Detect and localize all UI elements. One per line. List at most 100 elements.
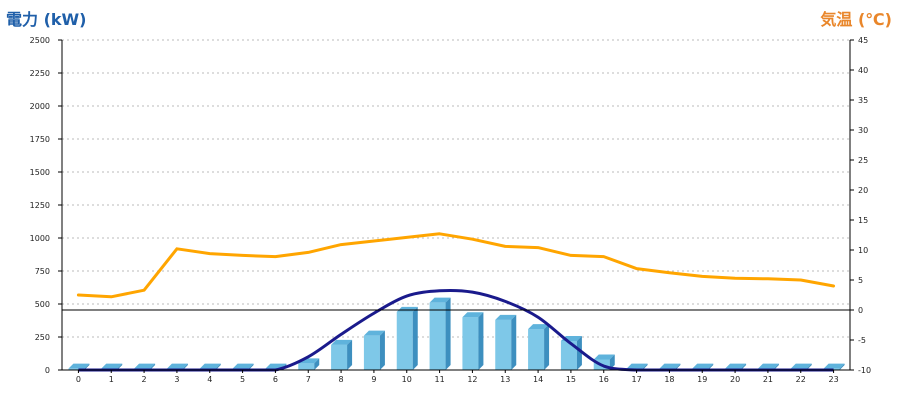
- x-tick-label: 20: [730, 375, 740, 384]
- bar-side: [445, 297, 451, 370]
- left-tick-label: 750: [35, 267, 50, 276]
- x-tick-label: 23: [828, 375, 838, 384]
- curve-line: [78, 288, 834, 372]
- bar-top: [692, 363, 714, 369]
- bar: [528, 324, 550, 370]
- bar-side: [84, 363, 90, 370]
- left-tick-label: 1500: [30, 168, 50, 177]
- bar: [331, 339, 353, 370]
- right-tick-label: -5: [858, 336, 866, 345]
- temperature-series: [76, 232, 836, 299]
- bar-side: [609, 354, 615, 370]
- x-tick-label: 3: [174, 375, 179, 384]
- left-tick-label: 500: [35, 300, 50, 309]
- bar-top: [101, 363, 123, 369]
- bar: [429, 297, 451, 370]
- x-tick-label: 6: [273, 375, 278, 384]
- bar: [462, 312, 484, 370]
- x-tick-label: 4: [207, 375, 212, 384]
- x-tick-label: 21: [763, 375, 773, 384]
- axes: [58, 39, 854, 373]
- x-tick-label: 12: [467, 375, 477, 384]
- bar-side: [642, 363, 648, 370]
- bar-top: [528, 324, 550, 330]
- bar-side: [806, 363, 812, 370]
- left-tick-label: 2250: [30, 69, 50, 78]
- bar-side: [182, 363, 188, 370]
- bar-series: [68, 297, 845, 370]
- bar: [363, 330, 385, 370]
- x-tick-label: 5: [240, 375, 245, 384]
- right-tick-label: 35: [858, 96, 868, 105]
- bar-front: [528, 329, 545, 370]
- right-tick-label: 25: [858, 156, 868, 165]
- bar-side: [544, 324, 550, 370]
- x-tick-label: 17: [631, 375, 641, 384]
- bar-top: [429, 297, 451, 303]
- bar-side: [773, 363, 779, 370]
- bar-side: [412, 306, 418, 370]
- bar-side: [347, 339, 353, 370]
- bar-front: [396, 311, 413, 370]
- right-tick-label: 45: [858, 36, 868, 45]
- x-tick-label: 18: [664, 375, 674, 384]
- bar-top: [134, 363, 156, 369]
- left-tick-label: 2500: [30, 36, 50, 45]
- right-tick-label: 15: [858, 216, 868, 225]
- left-axis-title: 電力 (kW): [6, 10, 87, 29]
- x-tick-label: 0: [76, 375, 81, 384]
- left-tick-label: 1750: [30, 135, 50, 144]
- left-tick-label: 1250: [30, 201, 50, 210]
- bar-top: [166, 363, 188, 369]
- bar-side: [117, 363, 123, 370]
- x-tick-label: 11: [434, 375, 444, 384]
- right-tick-label: 40: [858, 66, 868, 75]
- bar-side: [215, 363, 221, 370]
- bar-top: [823, 363, 845, 369]
- bar-side: [511, 314, 517, 370]
- bar-side: [675, 363, 681, 370]
- x-tick-label: 2: [142, 375, 147, 384]
- bar-side: [248, 363, 254, 370]
- bar-front: [298, 363, 315, 370]
- bar: [560, 335, 582, 370]
- bar-top: [725, 363, 747, 369]
- bar-side: [576, 335, 582, 370]
- x-tick-label: 1: [109, 375, 114, 384]
- left-tick-label: 1000: [30, 234, 50, 243]
- bar-top: [757, 363, 779, 369]
- bar-top: [659, 363, 681, 369]
- bar-front: [68, 368, 85, 370]
- bar-front: [363, 335, 380, 370]
- bar-front: [560, 340, 577, 370]
- left-tick-label: 2000: [30, 102, 50, 111]
- bar-side: [839, 363, 845, 370]
- axis-labels: 02505007501000125015001750200022502500-1…: [30, 36, 871, 384]
- right-tick-label: 10: [858, 246, 868, 255]
- bar-top: [363, 330, 385, 336]
- x-tick-label: 16: [599, 375, 609, 384]
- bar-side: [708, 363, 714, 370]
- x-tick-label: 22: [796, 375, 806, 384]
- left-tick-label: 0: [45, 366, 50, 375]
- bar-side: [314, 358, 320, 370]
- bar: [68, 363, 90, 370]
- bar-front: [462, 317, 479, 370]
- bar-front: [331, 344, 348, 370]
- curve-series: [78, 288, 834, 372]
- bar-top: [68, 363, 90, 369]
- bar: [495, 314, 517, 370]
- x-tick-label: 15: [566, 375, 576, 384]
- x-tick-label: 10: [402, 375, 412, 384]
- x-tick-label: 9: [371, 375, 376, 384]
- bar-front: [495, 319, 512, 370]
- bar-top: [790, 363, 812, 369]
- x-tick-label: 8: [339, 375, 344, 384]
- right-tick-label: 20: [858, 186, 868, 195]
- x-tick-label: 13: [500, 375, 510, 384]
- left-tick-label: 250: [35, 333, 50, 342]
- right-tick-label: 0: [858, 306, 863, 315]
- right-axis-title: 気温 (℃): [820, 10, 892, 29]
- bar-side: [741, 363, 747, 370]
